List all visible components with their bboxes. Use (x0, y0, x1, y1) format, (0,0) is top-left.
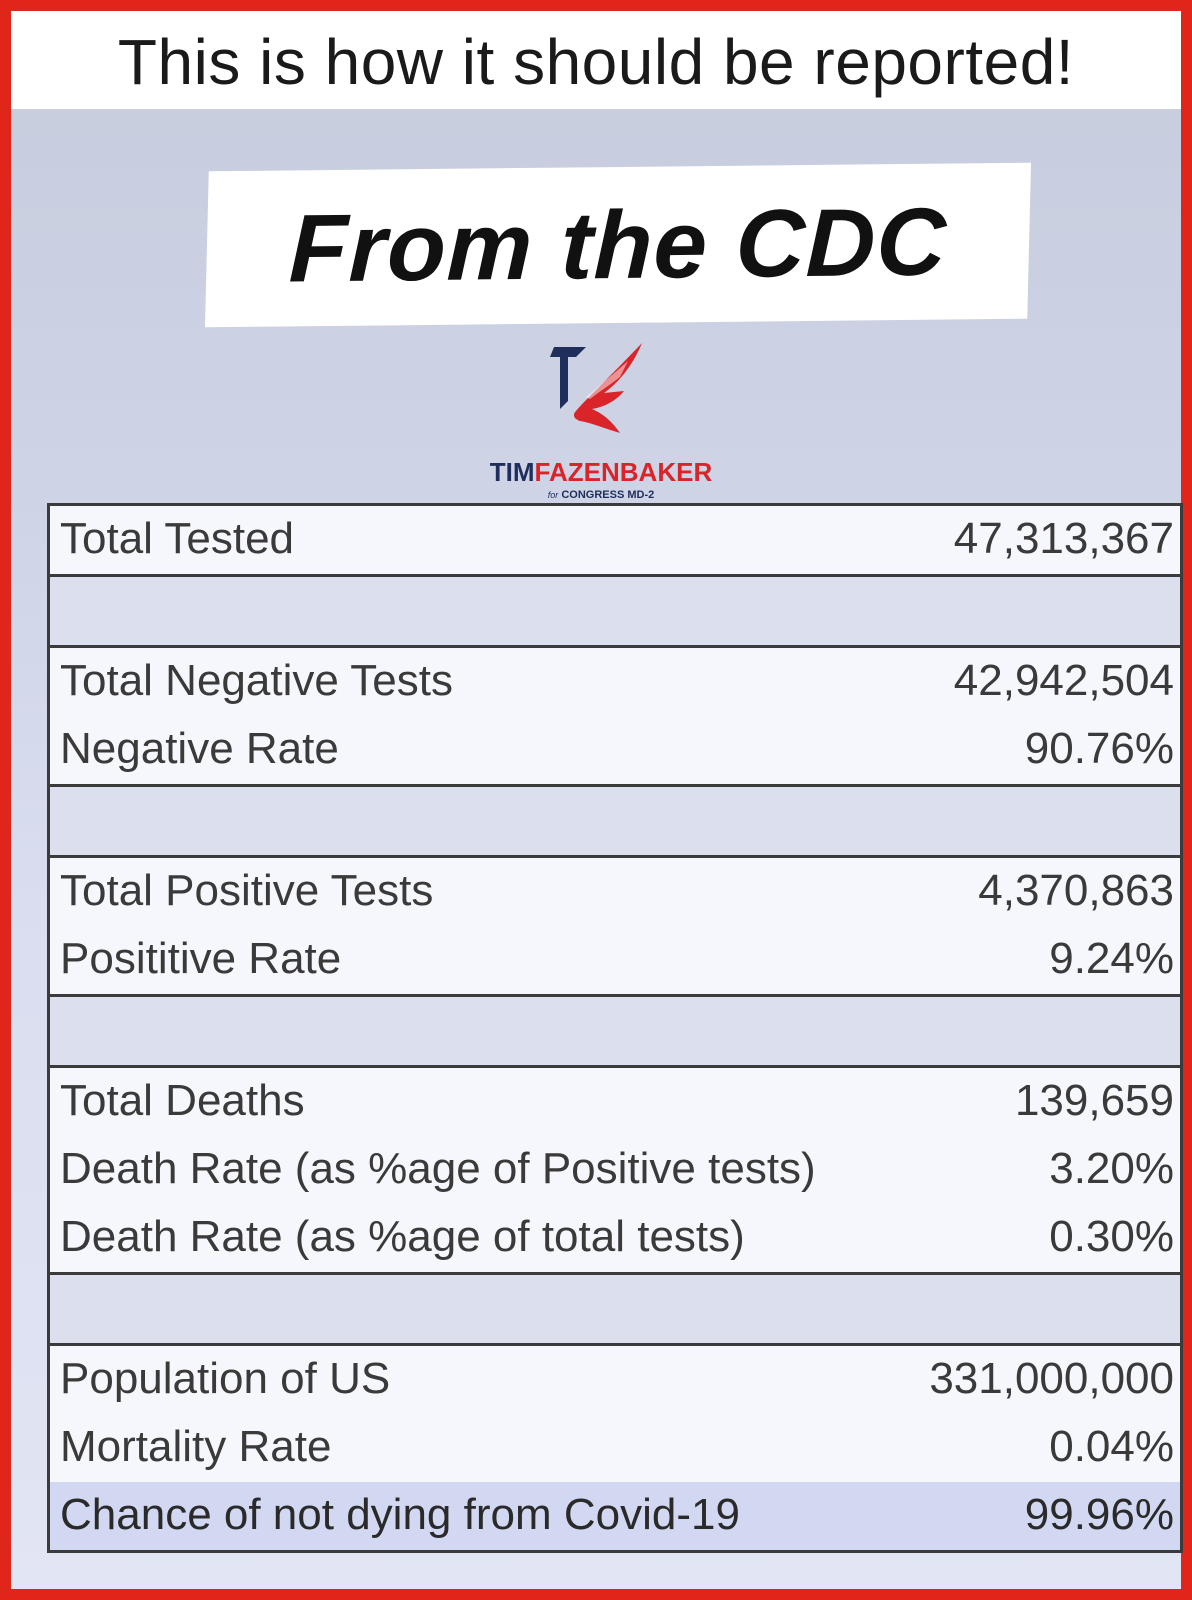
logo-name-first: TIM (489, 457, 535, 487)
table-block-deaths: Total Deaths 139,659 Death Rate (as %age… (47, 1065, 1183, 1275)
row-value: 139,659 (1014, 1076, 1174, 1125)
row-label: Posititive Rate (60, 934, 342, 983)
table-block-tested: Total Tested 47,313,367 (47, 503, 1183, 577)
table-row: Death Rate (as %age of Positive tests) 3… (50, 1136, 1180, 1204)
table-spacer-row (47, 784, 1183, 858)
table-block-positive: Total Positive Tests 4,370,863 Posititiv… (47, 855, 1183, 997)
table-spacer-row (47, 994, 1183, 1068)
row-value: 99.96% (1024, 1490, 1174, 1539)
row-label: Mortality Rate (60, 1422, 332, 1471)
table-block-negative: Total Negative Tests 42,942,504 Negative… (47, 645, 1183, 787)
row-label: Death Rate (as %age of total tests) (60, 1212, 745, 1261)
headline: This is how it should be reported! (117, 26, 1075, 98)
row-value: 9.24% (1049, 934, 1174, 983)
table-row: Total Tested 47,313,367 (50, 506, 1180, 574)
row-value: 3.20% (1049, 1144, 1174, 1193)
table-spacer-row (47, 574, 1183, 648)
table-row: Death Rate (as %age of total tests) 0.30… (50, 1204, 1180, 1272)
table-row: Total Deaths 139,659 (50, 1068, 1180, 1136)
source-banner-text: From the CDC (287, 188, 949, 303)
table-block-population: Population of US 331,000,000 Mortality R… (47, 1343, 1183, 1553)
row-value: 47,313,367 (953, 514, 1174, 563)
row-label: Total Deaths (60, 1076, 305, 1125)
row-value: 0.04% (1049, 1422, 1174, 1471)
headline-bar: This is how it should be reported! (11, 11, 1181, 109)
source-banner: From the CDC (204, 162, 1032, 328)
logo-subtitle: for CONGRESS MD-2 (451, 489, 751, 501)
row-value: 4,370,863 (978, 866, 1174, 915)
table-row: Posititive Rate 9.24% (50, 926, 1180, 994)
row-label: Total Tested (60, 514, 295, 563)
campaign-logo: TIMFAZENBAKER for CONGRESS MD-2 (451, 341, 751, 501)
logo-sub-office: CONGRESS MD-2 (561, 489, 655, 501)
row-label: Total Negative Tests (60, 656, 453, 705)
row-value: 0.30% (1049, 1212, 1174, 1261)
table-spacer-row (47, 1272, 1183, 1346)
row-label: Total Positive Tests (60, 866, 434, 915)
table-row-highlight: Chance of not dying from Covid-19 99.96% (50, 1482, 1180, 1550)
table-row: Total Negative Tests 42,942,504 (50, 648, 1180, 716)
table-row: Negative Rate 90.76% (50, 716, 1180, 784)
row-label: Chance of not dying from Covid-19 (60, 1490, 740, 1539)
table-row: Total Positive Tests 4,370,863 (50, 858, 1180, 926)
row-value: 90.76% (1024, 724, 1174, 773)
row-label: Population of US (60, 1354, 391, 1403)
eagle-logo-icon (550, 343, 642, 433)
row-value: 42,942,504 (953, 656, 1174, 705)
statistics-table: Total Tested 47,313,367 Total Negative T… (47, 503, 1183, 1553)
row-label: Death Rate (as %age of Positive tests) (60, 1144, 816, 1193)
row-value: 331,000,000 (929, 1354, 1174, 1403)
table-row: Population of US 331,000,000 (50, 1346, 1180, 1414)
row-label: Negative Rate (60, 724, 339, 773)
logo-sub-for: for (547, 490, 559, 500)
logo-name: TIMFAZENBAKER (451, 457, 751, 488)
logo-name-last: FAZENBAKER (534, 457, 713, 487)
table-row: Mortality Rate 0.04% (50, 1414, 1180, 1482)
